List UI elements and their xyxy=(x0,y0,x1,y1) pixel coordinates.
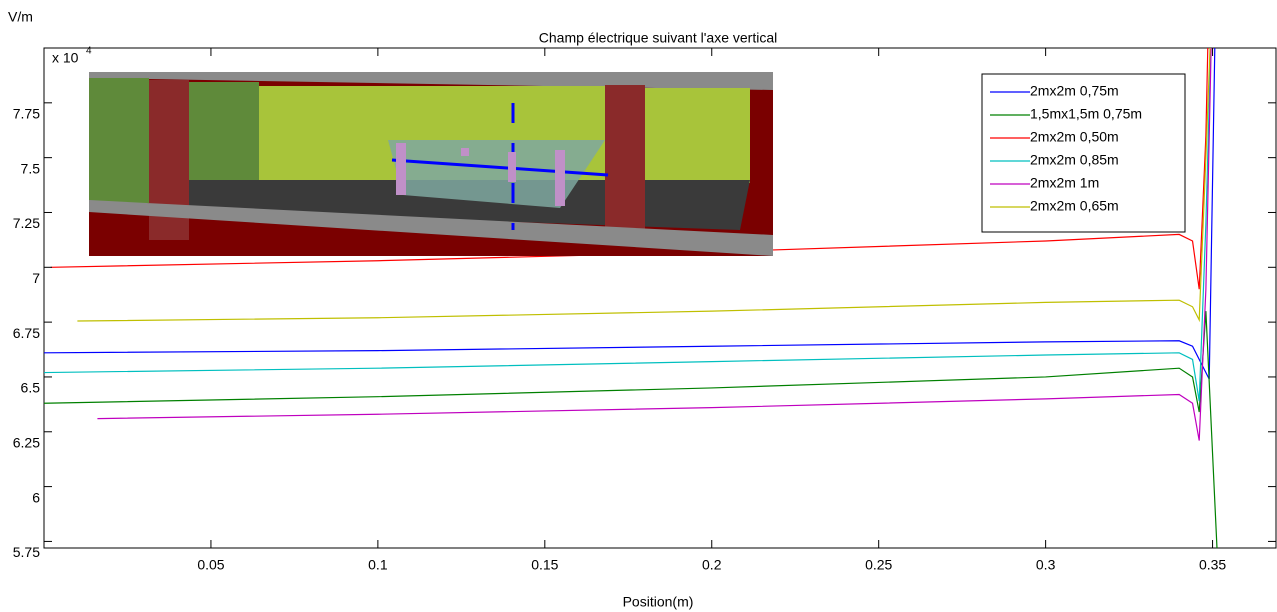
y-tick-label: 6.5 xyxy=(21,380,41,396)
legend-label: 2mx2m 0,65m xyxy=(1030,198,1119,214)
y-tick-label: 6 xyxy=(32,489,40,505)
x-axis-label: Position(m) xyxy=(623,594,694,610)
chart-title: Champ électrique suivant l'axe vertical xyxy=(539,30,777,46)
x-tick-label: 0.3 xyxy=(1036,557,1056,573)
series-line xyxy=(97,48,1212,441)
y-tick-label: 6.25 xyxy=(13,434,40,450)
series-line xyxy=(50,48,1209,290)
x-tick-label: 0.25 xyxy=(865,557,892,573)
legend-label: 2mx2m 0,50m xyxy=(1030,129,1119,145)
y-tick-label: 6.75 xyxy=(13,325,40,341)
y-tick-label: 7.5 xyxy=(21,160,41,176)
series-line xyxy=(77,48,1211,323)
x-tick-label: 0.15 xyxy=(531,557,558,573)
legend xyxy=(981,73,1186,233)
x-tick-label: 0.35 xyxy=(1199,557,1226,573)
x-tick-label: 0.1 xyxy=(368,557,388,573)
x-tick-label: 0.2 xyxy=(702,557,722,573)
y-exponent-power: 4 xyxy=(86,46,92,57)
legend-label: 2mx2m 1m xyxy=(1030,175,1099,191)
y-exponent: x 10 xyxy=(52,50,79,66)
series-line xyxy=(44,48,1212,402)
legend-label: 2mx2m 0,75m xyxy=(1030,83,1119,99)
lines xyxy=(44,48,1218,548)
y-tick-label: 7.75 xyxy=(13,106,40,122)
legend-label: 1,5mx1,5m 0,75m xyxy=(1030,106,1142,122)
y-tick-label: 7.25 xyxy=(13,215,40,231)
series-line xyxy=(44,48,1216,380)
x-tick-label: 0.05 xyxy=(197,557,224,573)
inset-image xyxy=(89,72,773,256)
legend-label: 2mx2m 0,85m xyxy=(1030,152,1119,168)
y-tick-label: 5.75 xyxy=(13,544,40,560)
y-unit: V/m xyxy=(8,9,33,25)
y-tick-label: 7 xyxy=(32,270,40,286)
